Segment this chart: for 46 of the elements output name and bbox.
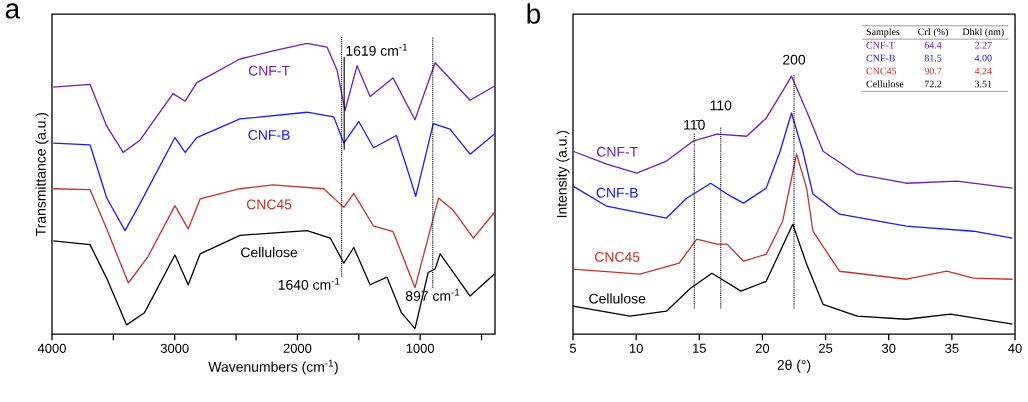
text: Dhkl (nm) [962, 28, 1004, 38]
annotation: 3.51 [975, 80, 992, 88]
annotation: 110 [710, 100, 732, 111]
x-tick-label: 5 [569, 343, 577, 353]
series-label: CNF-T [248, 65, 290, 76]
x-tick-label: 2000 [283, 343, 312, 353]
annotation: 200 [783, 54, 806, 65]
x-tick-label: 15 [693, 343, 706, 353]
x-tick-label: 35 [945, 343, 959, 353]
series-label: Cellulose [589, 293, 646, 304]
annotation: 72.2 [924, 80, 942, 88]
series-label: CNC45 [246, 199, 292, 210]
x-tick-label: 4000 [37, 343, 66, 353]
x-axis-title: 2θ (°) [777, 359, 811, 373]
series-label: Cellulose [241, 246, 298, 258]
annotation: Cellulose [866, 80, 904, 88]
text: CNC45 [866, 67, 897, 75]
chart-title: b [527, 3, 541, 24]
text: CrI (%) [918, 28, 948, 38]
text: 2.27 [975, 41, 992, 49]
x-tick-label: 20 [755, 343, 770, 353]
text: CNF-T [866, 41, 895, 49]
series-label: CNF-T [597, 146, 638, 157]
text: 64.4 [924, 41, 942, 49]
chart-title: a [5, 3, 21, 19]
series-label: CNF-B [248, 129, 290, 140]
annotation: 11̄0 [684, 119, 705, 130]
x-tick-label: 3000 [160, 343, 189, 353]
text: 81.5 [924, 54, 942, 62]
y-axis-title: Transmittance (a.u.) [35, 112, 49, 236]
text: 4.24 [974, 67, 992, 75]
y-axis-title: Intensity (a.u.) [556, 130, 570, 218]
x-tick-label: 25 [819, 343, 833, 353]
series-label: CNC45 [595, 251, 640, 262]
x-tick-label: 30 [882, 343, 896, 353]
text: 4.00 [974, 54, 992, 62]
x-tick-label: 10 [629, 343, 643, 353]
ref-line-label: 1619 cm$^{-1}$ [346, 43, 408, 56]
text: 90.7 [924, 67, 942, 75]
x-tick-label: 1000 [406, 343, 435, 353]
x-tick-label: 40 [1008, 343, 1022, 353]
text: Samples [866, 28, 900, 38]
series-label: CNF-B [596, 187, 638, 198]
x-axis-title: Wavenumbers (cm$^{-1}$) [208, 359, 338, 375]
text: CNF-B [866, 54, 895, 62]
ref-line-label: 1640 cm$^{-1}$ [278, 277, 340, 290]
